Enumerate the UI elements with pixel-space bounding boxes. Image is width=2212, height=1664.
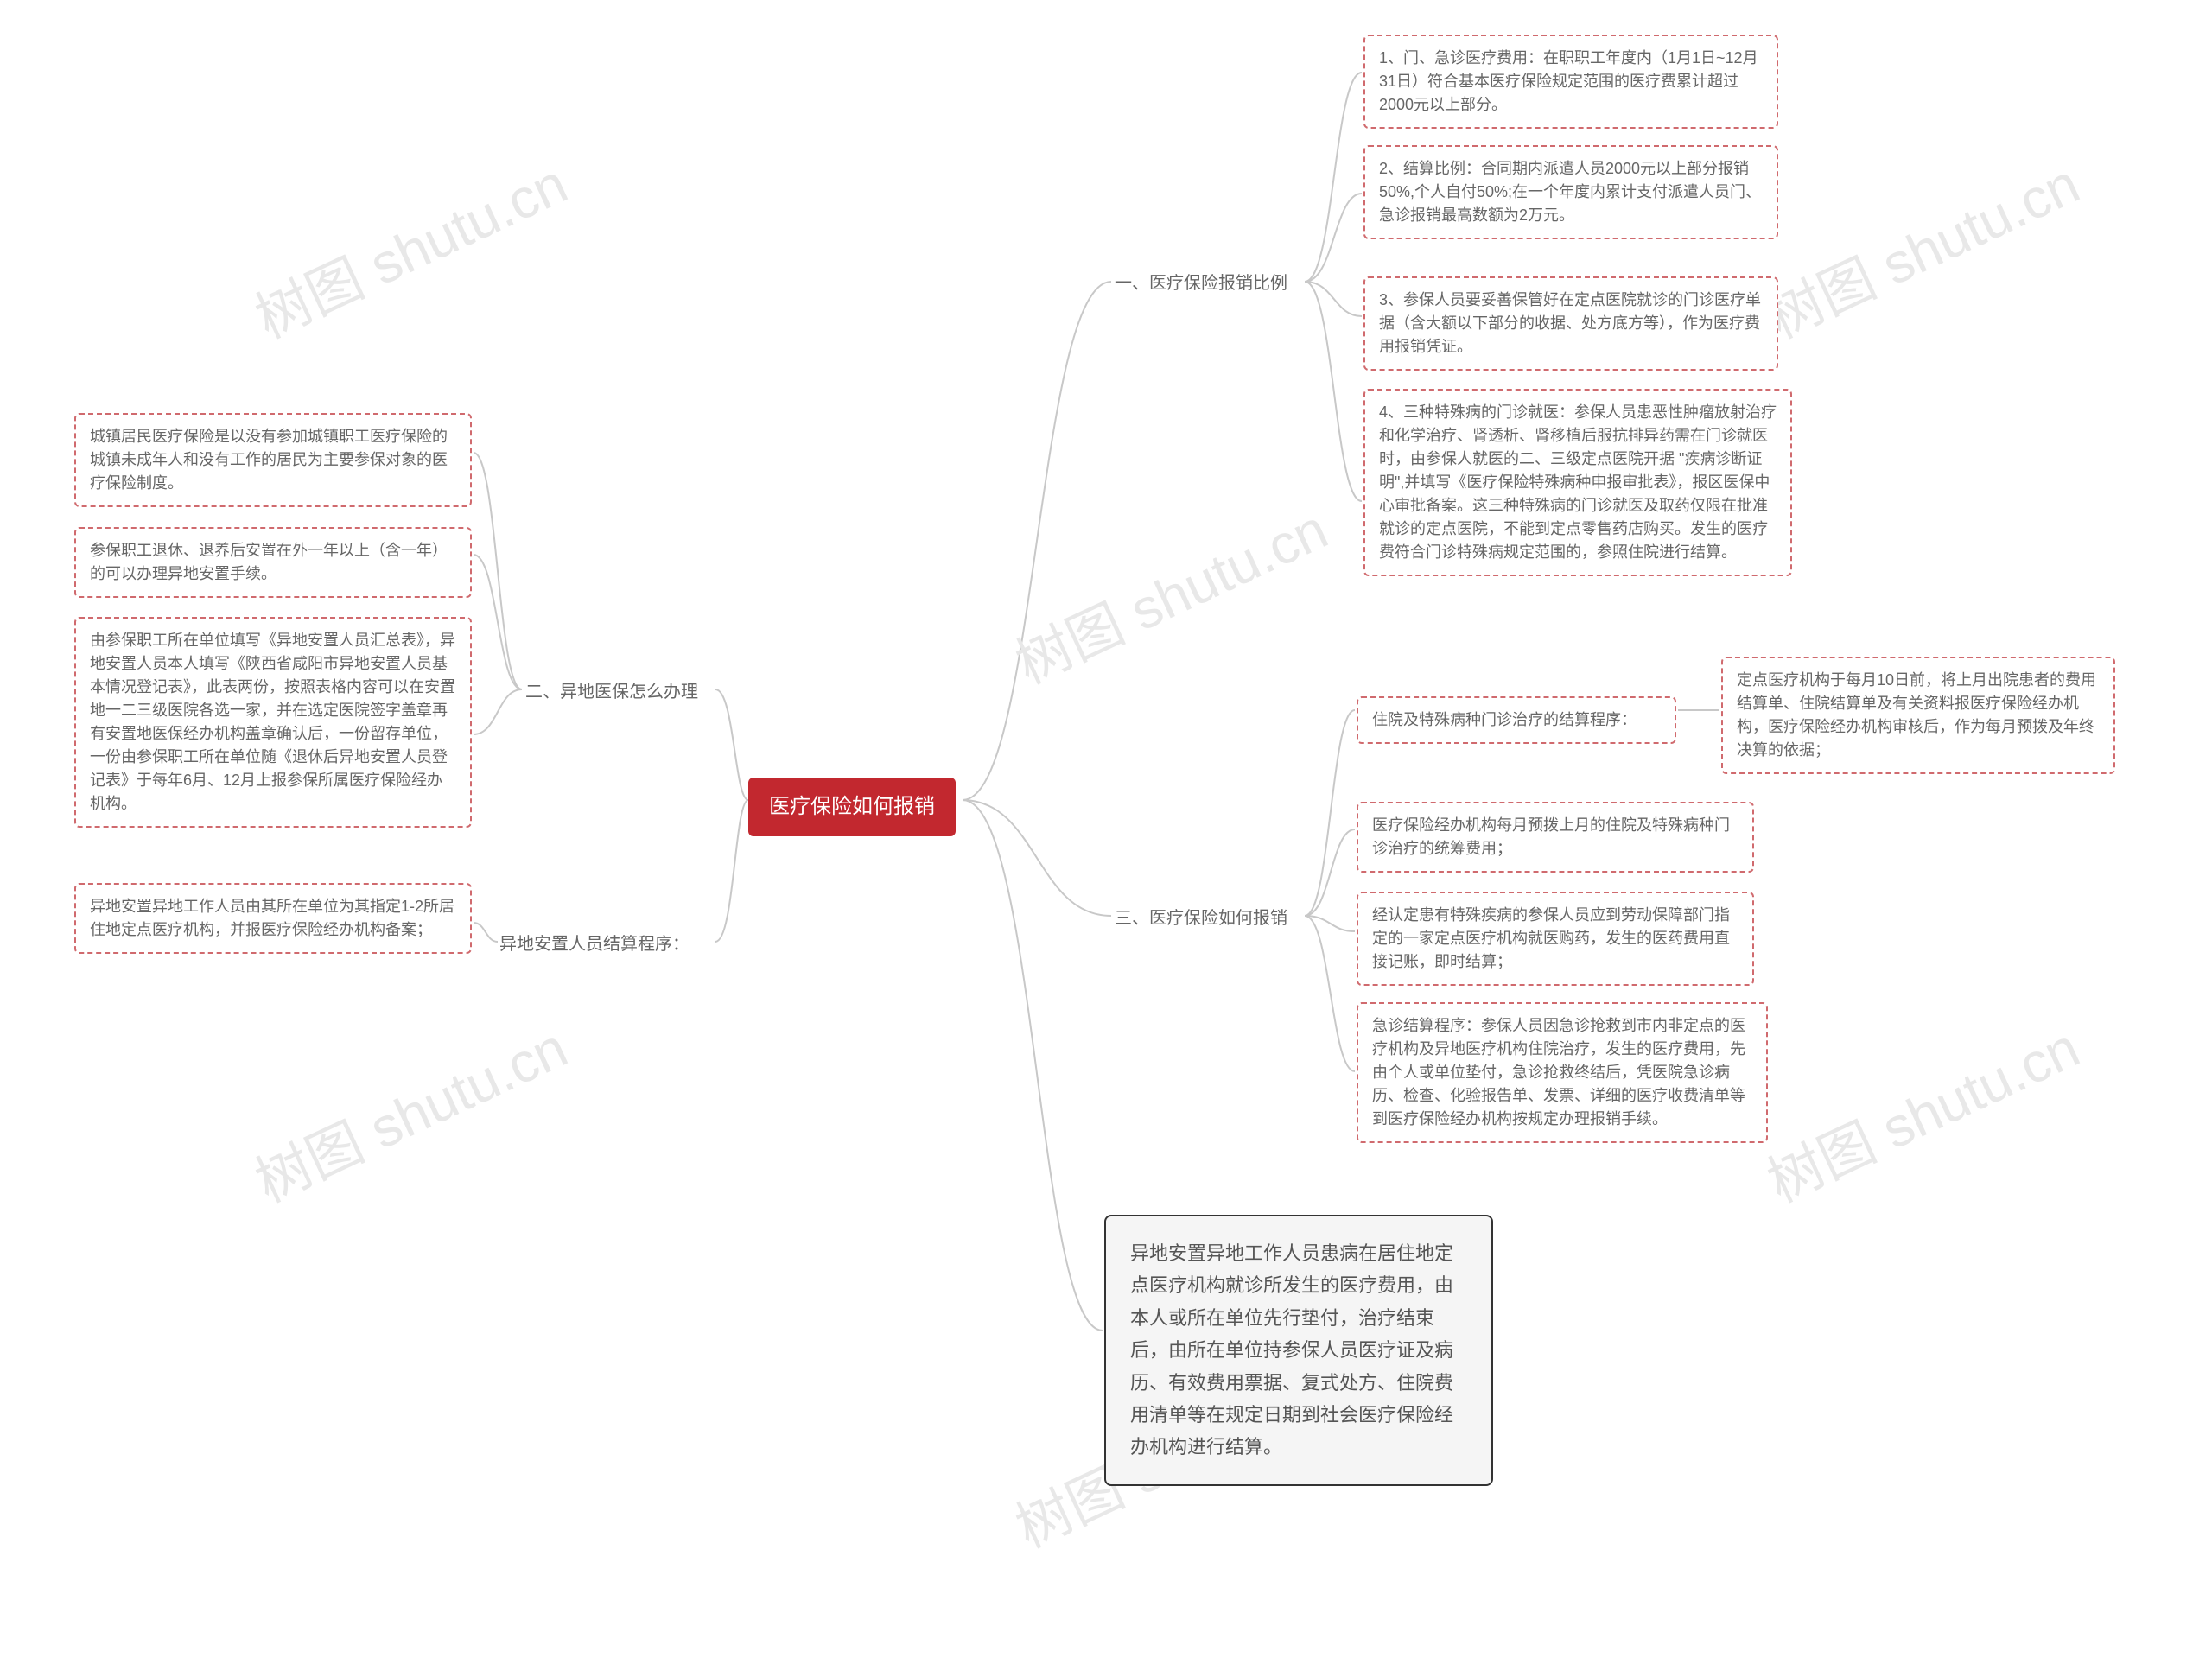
leaf-ratio-3: 3、参保人员要妥善保管好在定点医院就诊的门诊医疗单据（含大额以下部分的收据、处方… xyxy=(1363,276,1778,371)
branch-offsite-settlement: 异地安置人员结算程序： xyxy=(499,931,690,957)
branch-reimbursement-ratio: 一、医疗保险报销比例 xyxy=(1115,270,1287,296)
watermark: 树图 shutu.cn xyxy=(241,140,578,353)
leaf-reimburse-1-label: 住院及特殊病种门诊治疗的结算程序： xyxy=(1357,696,1676,744)
branch-how-to-reimburse: 三、医疗保险如何报销 xyxy=(1115,905,1287,931)
watermark: 树图 shutu.cn xyxy=(241,1004,578,1217)
watermark: 树图 shutu.cn xyxy=(1001,486,1338,699)
root-node: 医疗保险如何报销 xyxy=(748,778,956,836)
leaf-offsite-2: 参保职工退休、退养后安置在外一年以上（含一年）的可以办理异地安置手续。 xyxy=(74,527,472,598)
root-label: 医疗保险如何报销 xyxy=(769,795,935,818)
leaf-settlement-summary: 异地安置异地工作人员患病在居住地定点医疗机构就诊所发生的医疗费用，由本人或所在单… xyxy=(1104,1215,1493,1486)
leaf-reimburse-4: 急诊结算程序：参保人员因急诊抢救到市内非定点的医疗机构及异地医疗机构住院治疗，发… xyxy=(1357,1002,1768,1143)
leaf-ratio-4: 4、三种特殊病的门诊就医：参保人员患恶性肿瘤放射治疗和化学治疗、肾透析、肾移植后… xyxy=(1363,389,1792,576)
branch-offsite-insurance: 二、异地医保怎么办理 xyxy=(525,679,698,705)
leaf-reimburse-3: 经认定患有特殊疾病的参保人员应到劳动保障部门指定的一家定点医疗机构就医购药，发生… xyxy=(1357,892,1754,986)
leaf-reimburse-2: 医疗保险经办机构每月预拨上月的住院及特殊病种门诊治疗的统筹费用； xyxy=(1357,802,1754,873)
leaf-ratio-2: 2、结算比例：合同期内派遣人员2000元以上部分报销50%,个人自付50%;在一… xyxy=(1363,145,1778,239)
leaf-offsite-3: 由参保职工所在单位填写《异地安置人员汇总表》，异地安置人员本人填写《陕西省咸阳市… xyxy=(74,617,472,828)
leaf-offsite-1: 城镇居民医疗保险是以没有参加城镇职工医疗保险的城镇未成年人和没有工作的居民为主要… xyxy=(74,413,472,507)
watermark: 树图 shutu.cn xyxy=(1753,140,2090,353)
leaf-ratio-1: 1、门、急诊医疗费用：在职职工年度内（1月1日~12月31日）符合基本医疗保险规… xyxy=(1363,35,1778,129)
leaf-reimburse-1-detail: 定点医疗机构于每月10日前，将上月出院患者的费用结算单、住院结算单及有关资料报医… xyxy=(1721,657,2115,774)
watermark: 树图 shutu.cn xyxy=(1753,1004,2090,1217)
leaf-settlement-1: 异地安置异地工作人员由其所在单位为其指定1-2所居住地定点医疗机构，并报医疗保险… xyxy=(74,883,472,954)
